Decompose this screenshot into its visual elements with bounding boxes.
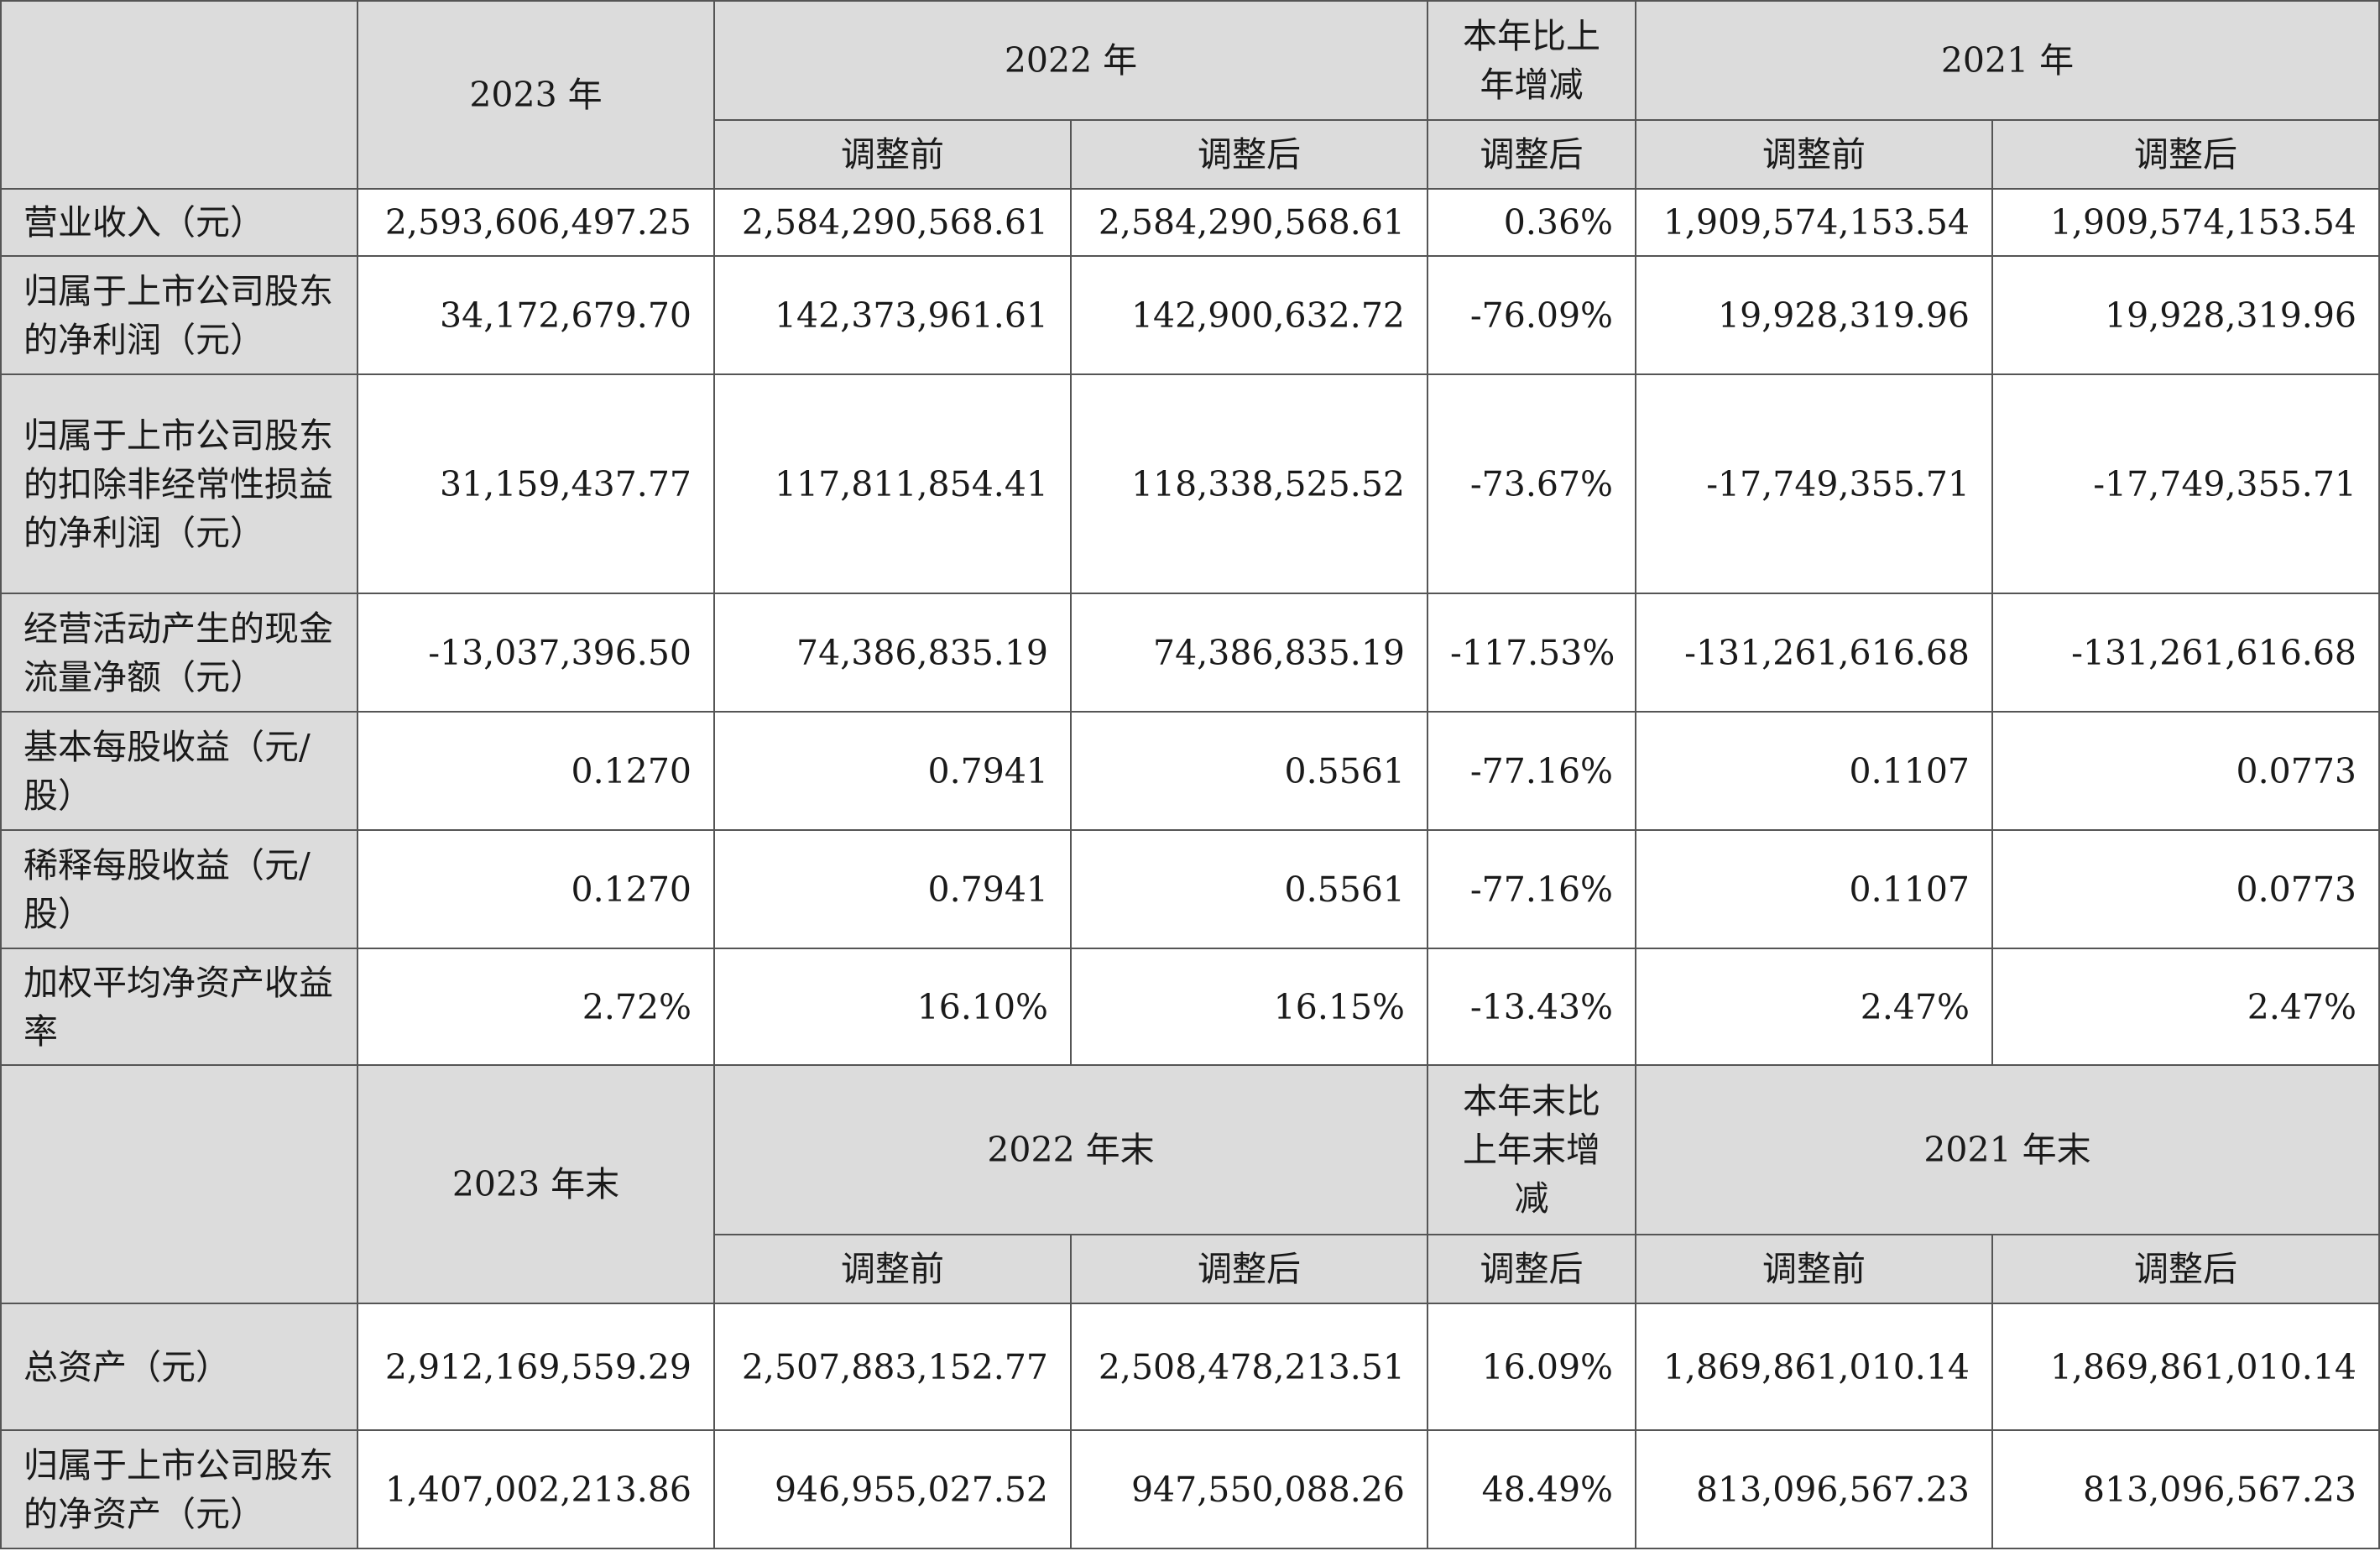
cell-value: -77.16% [1427,829,1636,949]
cell-value: -77.16% [1427,711,1636,831]
cell-value: 1,909,574,153.54 [1991,188,2380,257]
cell-value: 1,407,002,213.86 [357,1429,715,1549]
header-row-years: 2023 年 2022 年 本年比上年增减 2021 年 [0,0,2380,190]
cell-value: -76.09% [1427,255,1636,375]
row-label: 归属于上市公司股东的扣除非经常性损益的净利润（元） [0,373,358,594]
table-row: 稀释每股收益（元/股） 0.1270 0.7941 0.5561 -77.16%… [0,829,2380,949]
table-row: 归属于上市公司股东的净利润（元） 34,172,679.70 142,373,9… [0,255,2380,375]
cell-value: 2,584,290,568.61 [1070,188,1428,257]
cell-value: 2,507,883,152.77 [713,1303,1072,1431]
cell-value: 34,172,679.70 [357,255,715,375]
row-label: 归属于上市公司股东的净利润（元） [0,255,358,375]
header-2021-before: 调整前 [1635,119,1993,190]
cell-value: 16.09% [1427,1303,1636,1431]
cell-value: -13.43% [1427,948,1636,1066]
cell-value: 48.49% [1427,1429,1636,1549]
table-row: 加权平均净资产收益率 2.72% 16.10% 16.15% -13.43% 2… [0,948,2380,1066]
header-row-adjustment: 调整前 调整后 调整后 调整前 调整后 [1,1234,2380,1304]
cell-value: -131,261,616.68 [1991,593,2380,713]
header-2021-end: 2021 年末 [1635,1064,2380,1235]
header-row-year-end: 2023 年末 2022 年末 本年末比上年末增减 2021 年末 [0,1064,2380,1304]
table-row: 营业收入（元） 2,593,606,497.25 2,584,290,568.6… [0,188,2380,257]
cell-value: 1,909,574,153.54 [1635,188,1993,257]
table-row: 经营活动产生的现金流量净额（元） -13,037,396.50 74,386,8… [0,593,2380,713]
cell-value: 142,373,961.61 [713,255,1072,375]
cell-value: 2.47% [1635,948,1993,1066]
cell-value: -13,037,396.50 [357,593,715,713]
header-2021-end-before: 调整前 [1635,1234,1993,1304]
cell-value: 0.0773 [1991,711,2380,831]
cell-value: 2,593,606,497.25 [357,188,715,257]
cell-value: 2.47% [1991,948,2380,1066]
cell-value: 0.36% [1427,188,1636,257]
cell-value: 2,584,290,568.61 [713,188,1072,257]
cell-value: 946,955,027.52 [713,1429,1072,1549]
cell-value: 31,159,437.77 [357,373,715,594]
cell-value: 16.15% [1070,948,1428,1066]
row-label: 总资产（元） [0,1303,358,1431]
row-label: 加权平均净资产收益率 [0,948,358,1066]
cell-value: 947,550,088.26 [1070,1429,1428,1549]
header-2023: 2023 年 [357,0,715,190]
header-2022-end: 2022 年末 [713,1064,1428,1235]
cell-value: 19,928,319.96 [1635,255,1993,375]
header-2022-after: 调整后 [1070,119,1428,190]
cell-value: 2,912,169,559.29 [357,1303,715,1431]
header-2021-after: 调整后 [1991,119,2380,190]
header-2021-end-after: 调整后 [1991,1234,2380,1304]
header-2021: 2021 年 [1635,0,2380,121]
cell-value: 0.1107 [1635,829,1993,949]
cell-value: -73.67% [1427,373,1636,594]
cell-value: 74,386,835.19 [713,593,1072,713]
row-label: 营业收入（元） [0,188,358,257]
cell-value: 0.1270 [357,829,715,949]
cell-value: 19,928,319.96 [1991,255,2380,375]
cell-value: 813,096,567.23 [1991,1429,2380,1549]
cell-value: 813,096,567.23 [1635,1429,1993,1549]
cell-value: 142,900,632.72 [1070,255,1428,375]
cell-value: 118,338,525.52 [1070,373,1428,594]
header-change: 本年比上年增减 [1427,0,1636,121]
cell-value: 0.1107 [1635,711,1993,831]
cell-value: 0.1270 [357,711,715,831]
header-2022: 2022 年 [713,0,1428,121]
header-change-after: 调整后 [1427,119,1636,190]
cell-value: 16.10% [713,948,1072,1066]
row-label: 归属于上市公司股东的净资产（元） [0,1429,358,1549]
row-label: 经营活动产生的现金流量净额（元） [0,593,358,713]
table-row: 基本每股收益（元/股） 0.1270 0.7941 0.5561 -77.16%… [0,711,2380,831]
cell-value: -17,749,355.71 [1635,373,1993,594]
cell-value: 0.0773 [1991,829,2380,949]
table-row: 总资产（元） 2,912,169,559.29 2,507,883,152.77… [0,1303,2380,1431]
header-change-end-after: 调整后 [1427,1234,1636,1304]
cell-value: 1,869,861,010.14 [1635,1303,1993,1431]
cell-value: 2,508,478,213.51 [1070,1303,1428,1431]
header-change-end: 本年末比上年末增减 [1427,1064,1636,1235]
cell-value: 117,811,854.41 [713,373,1072,594]
header-corner-cell [0,1064,358,1304]
cell-value: 0.7941 [713,829,1072,949]
header-2022-before: 调整前 [713,119,1072,190]
cell-value: 0.7941 [713,711,1072,831]
row-label: 基本每股收益（元/股） [0,711,358,831]
header-2023-end: 2023 年末 [357,1064,715,1304]
table-row: 归属于上市公司股东的扣除非经常性损益的净利润（元） 31,159,437.77 … [0,373,2380,594]
header-2022-end-after: 调整后 [1070,1234,1428,1304]
row-label: 稀释每股收益（元/股） [0,829,358,949]
table-row: 归属于上市公司股东的净资产（元） 1,407,002,213.86 946,95… [0,1429,2380,1549]
cell-value: 0.5561 [1070,829,1428,949]
header-corner-cell [0,0,358,190]
cell-value: -117.53% [1427,593,1636,713]
cell-value: 2.72% [357,948,715,1066]
cell-value: 0.5561 [1070,711,1428,831]
cell-value: 1,869,861,010.14 [1991,1303,2380,1431]
cell-value: -131,261,616.68 [1635,593,1993,713]
cell-value: 74,386,835.19 [1070,593,1428,713]
header-2022-end-before: 调整前 [713,1234,1072,1304]
header-row-adjustment: 调整前 调整后 调整后 调整前 调整后 [1,119,2380,190]
cell-value: -17,749,355.71 [1991,373,2380,594]
